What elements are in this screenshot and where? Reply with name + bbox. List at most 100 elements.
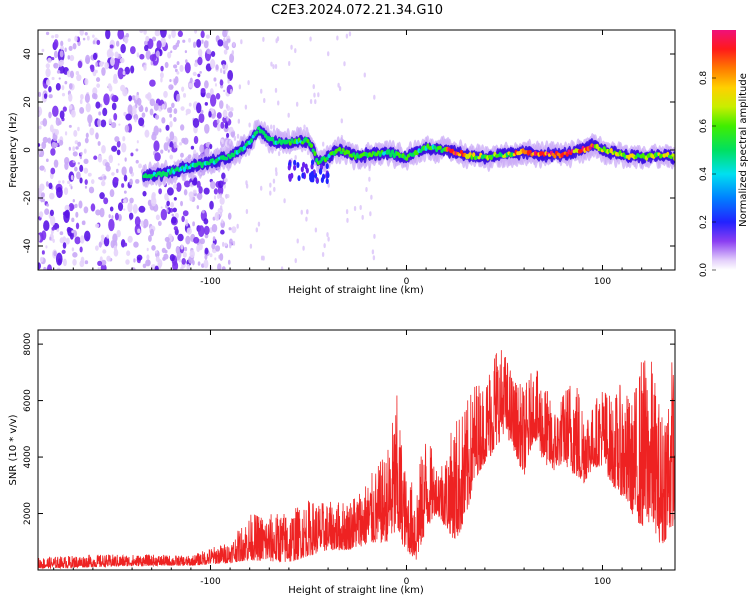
spectrogram-noise-cell bbox=[48, 86, 52, 93]
spectrogram-noise-cell bbox=[189, 250, 195, 259]
spectrogram-noise-cell bbox=[216, 112, 222, 119]
spectrogram-noise-cell bbox=[217, 193, 221, 200]
spectrogram-noise-cell bbox=[53, 159, 59, 168]
spectrogram-noise-cell bbox=[217, 180, 224, 189]
spectrogram-ridge-cell bbox=[319, 167, 323, 174]
snr-series-line bbox=[38, 348, 675, 570]
spectrogram-noise-cell bbox=[143, 30, 147, 35]
spectrogram-noise-cell bbox=[133, 241, 139, 248]
spectrogram-noise-cell bbox=[149, 54, 157, 62]
spectrogram-noise-cell bbox=[80, 256, 85, 264]
spectrogram-noise-cell bbox=[194, 30, 198, 34]
spectrogram-noise-cell bbox=[137, 228, 141, 234]
spectrogram-noise-cell bbox=[184, 246, 188, 252]
spectrogram-noise-cell bbox=[41, 48, 45, 52]
spectrogram-noise-cell bbox=[70, 70, 74, 79]
spectrogram-noise-cell bbox=[73, 130, 78, 137]
spectrogram-noise-cell bbox=[85, 57, 90, 64]
spectrogram-noise-cell bbox=[102, 61, 105, 65]
spectrogram-noise-cell bbox=[38, 143, 41, 147]
spectrogram-noise-cell bbox=[84, 78, 89, 86]
spectrogram-noise-cell bbox=[345, 209, 349, 215]
spectrogram-noise-cell bbox=[230, 107, 234, 112]
spectrogram-noise-cell bbox=[232, 240, 236, 246]
spectrogram-noise-cell bbox=[326, 232, 329, 238]
spectrogram-noise-cell bbox=[43, 267, 47, 270]
spectrogram-noise-cell bbox=[135, 178, 140, 184]
spectrogram-noise-cell bbox=[197, 56, 203, 66]
spectrogram-noise-cell bbox=[173, 64, 178, 69]
spectrogram-noise-cell bbox=[166, 200, 170, 207]
spectrogram-noise-cell bbox=[188, 82, 194, 88]
spectrogram-noise-cell bbox=[72, 160, 76, 164]
spectrogram-noise-cell bbox=[151, 245, 156, 251]
spectrogram-noise-cell bbox=[83, 148, 87, 154]
spectrogram-noise-cell bbox=[260, 255, 264, 261]
spectrogram-noise-cell bbox=[53, 142, 58, 148]
spectrogram-noise-cell bbox=[122, 70, 126, 76]
spectrogram-noise-cell bbox=[58, 59, 65, 66]
colorbar-tick-label: 0.0 bbox=[699, 263, 709, 278]
spectrogram-noise-cell bbox=[144, 106, 148, 113]
spectrogram-peak-cell bbox=[369, 153, 373, 158]
spectrogram-noise-cell bbox=[136, 254, 143, 261]
spectrogram-noise-cell bbox=[39, 165, 45, 171]
spectrogram-noise-cell bbox=[64, 80, 68, 85]
spectrogram-noise-cell bbox=[199, 238, 205, 245]
spectrogram-noise-cell bbox=[197, 48, 203, 57]
spectrogram-noise-cell bbox=[51, 76, 55, 81]
spectrogram-noise-cell bbox=[228, 243, 232, 249]
spectrogram-noise-cell bbox=[121, 183, 125, 188]
spectrogram-y-tick-label: 0 bbox=[23, 147, 33, 153]
spectrogram-noise-cell bbox=[58, 77, 61, 80]
spectrogram-noise-cell bbox=[38, 91, 42, 98]
spectrogram-noise-cell bbox=[203, 187, 210, 195]
spectrogram-noise-cell bbox=[182, 93, 187, 98]
spectrogram-noise-cell bbox=[51, 226, 55, 231]
spectrogram-noise-cell bbox=[157, 259, 163, 268]
spectrogram-ridge-cell bbox=[302, 161, 306, 168]
spectrogram-noise-cell bbox=[198, 113, 205, 124]
spectrogram-noise-cell bbox=[97, 267, 100, 270]
spectrogram-noise-cell bbox=[204, 254, 208, 260]
spectrogram-noise-cell bbox=[169, 131, 175, 141]
colorbar: 0.0 0.2 0.4 0.6 0.8 Normalized spectral ampl… bbox=[699, 30, 749, 277]
spectrogram-noise-cell bbox=[129, 178, 133, 186]
spectrogram-noise-cell bbox=[209, 94, 217, 107]
spectrogram-noise-cell bbox=[149, 228, 155, 237]
spectrogram-noise-cell bbox=[39, 183, 45, 191]
spectrogram-noise-cell bbox=[260, 185, 263, 191]
spectrogram-noise-cell bbox=[41, 141, 47, 150]
spectrogram-noise-cell bbox=[150, 196, 157, 207]
spectrogram-noise-cell bbox=[274, 87, 278, 93]
spectrogram-noise-cell bbox=[223, 69, 226, 75]
spectrogram-noise-cell bbox=[48, 182, 53, 190]
spectrogram-noise-cell bbox=[108, 154, 114, 164]
spectrogram-peak-cell bbox=[346, 150, 351, 155]
spectrogram-noise-cell bbox=[116, 140, 121, 148]
spectrogram-noise-cell bbox=[162, 256, 166, 261]
colorbar-tick-label: 0.6 bbox=[699, 119, 709, 134]
spectrogram-noise-cell bbox=[166, 187, 174, 196]
spectrogram-noise-cell bbox=[149, 108, 154, 116]
spectrogram-noise-cell bbox=[176, 251, 182, 259]
spectrogram-peak-cell bbox=[438, 145, 442, 150]
spectrogram-noise-cell bbox=[171, 216, 177, 224]
spectrogram-noise-cell bbox=[170, 201, 175, 208]
spectrogram-noise-cell bbox=[45, 245, 48, 249]
spectrogram-noise-cell bbox=[302, 245, 305, 251]
spectrogram-noise-cell bbox=[227, 78, 230, 84]
spectrogram-noise-cell bbox=[45, 68, 51, 78]
snr-x-tick-label: 100 bbox=[594, 577, 611, 587]
snr-x-label: Height of straight line (km) bbox=[288, 585, 424, 596]
spectrogram-noise-cell bbox=[134, 118, 137, 123]
spectrogram-noise-cell bbox=[197, 261, 201, 266]
spectrogram-noise-cell bbox=[101, 67, 106, 76]
colorbar-gradient bbox=[712, 30, 736, 270]
spectrogram-noise-cell bbox=[225, 193, 228, 199]
spectrogram-noise-cell bbox=[296, 238, 299, 244]
spectrogram-noise-cell bbox=[64, 47, 67, 53]
spectrogram-noise-cell bbox=[67, 180, 71, 184]
spectrogram-noise-cell bbox=[53, 50, 58, 59]
spectrogram-noise-cell bbox=[64, 204, 70, 212]
